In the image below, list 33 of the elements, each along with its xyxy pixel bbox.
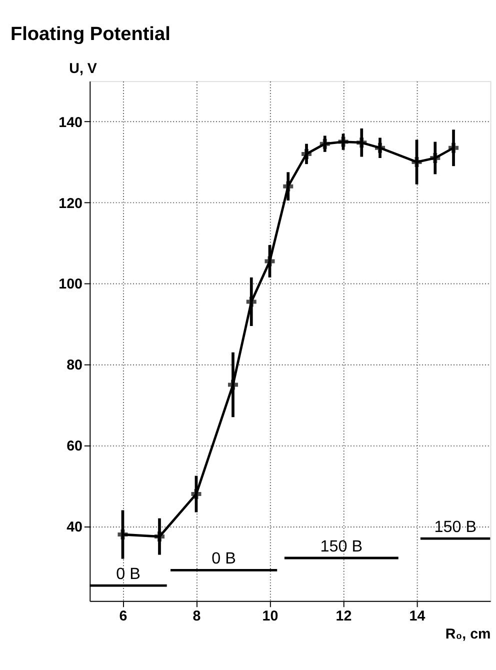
point bbox=[375, 142, 386, 153]
chart-title: Floating Potential bbox=[10, 24, 170, 46]
point bbox=[264, 256, 275, 266]
x-tick-label: 12 bbox=[336, 608, 352, 624]
y-tick-label: 140 bbox=[58, 114, 83, 131]
point bbox=[246, 296, 256, 307]
y-tick-label: 120 bbox=[58, 196, 83, 212]
series-label: 0 B bbox=[212, 549, 236, 568]
x-axis-title: R₀, cm bbox=[445, 626, 491, 643]
series-label: 0 B bbox=[116, 564, 140, 583]
point bbox=[338, 136, 348, 147]
x-tick-label: 10 bbox=[262, 608, 278, 624]
point bbox=[191, 489, 202, 500]
point bbox=[228, 380, 238, 390]
point bbox=[448, 142, 459, 153]
series-label: 150 B bbox=[320, 537, 363, 556]
y-axis-title: U, V bbox=[69, 60, 98, 77]
point bbox=[320, 138, 330, 149]
point bbox=[302, 148, 312, 159]
y-tick-label: 60 bbox=[66, 438, 83, 455]
point bbox=[283, 181, 294, 192]
point bbox=[118, 530, 128, 540]
x-tick-label: 6 bbox=[119, 608, 128, 624]
y-tick-label: 100 bbox=[58, 276, 83, 293]
y-tick-label: 80 bbox=[66, 358, 83, 374]
point bbox=[412, 157, 422, 168]
x-tick-label: 14 bbox=[409, 608, 426, 624]
x-tick-label: 8 bbox=[192, 608, 201, 624]
point bbox=[430, 152, 440, 163]
y-tick-label: 40 bbox=[66, 520, 83, 536]
point bbox=[356, 138, 367, 148]
series-label: 150 B bbox=[434, 518, 477, 536]
point bbox=[154, 532, 164, 542]
